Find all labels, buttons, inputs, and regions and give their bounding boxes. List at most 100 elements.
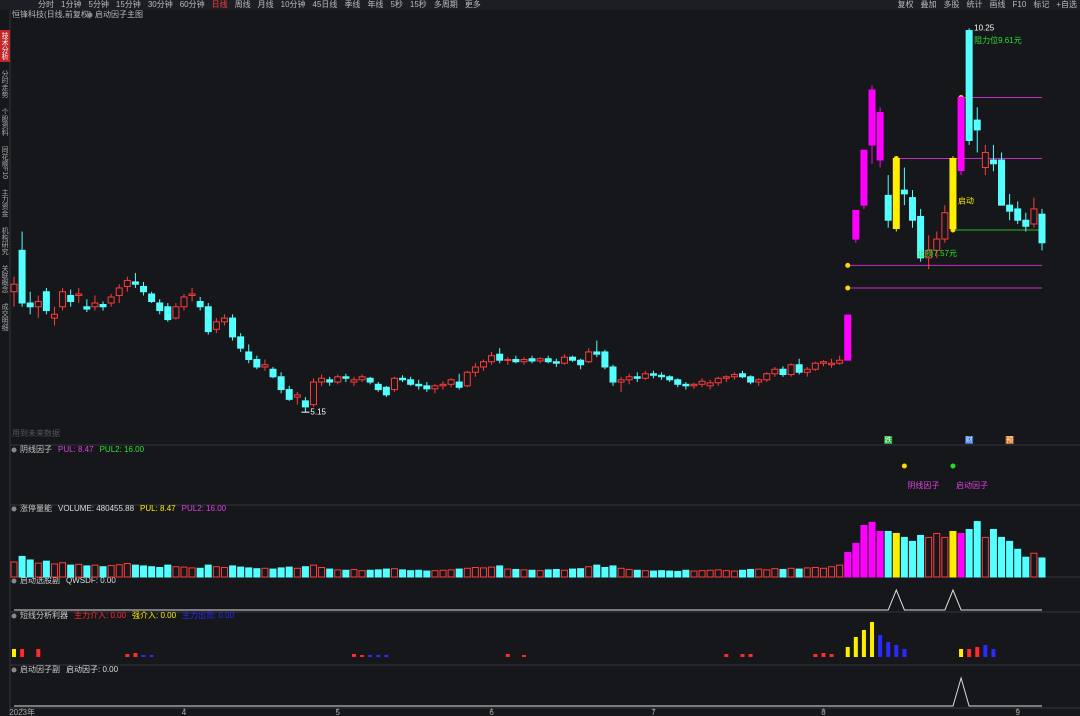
signal-bar bbox=[724, 654, 729, 657]
toolbar-item[interactable]: 1分钟 bbox=[61, 0, 81, 9]
volume-bar bbox=[593, 564, 601, 578]
volume-bar bbox=[164, 564, 172, 578]
panel-title: 涨停量能 bbox=[20, 503, 52, 513]
x-tick-label: 5 bbox=[336, 708, 341, 716]
sidebar-item[interactable]: 成交明细 bbox=[1, 302, 9, 332]
signal-bar bbox=[975, 647, 980, 657]
toolbar-item[interactable]: 分时 bbox=[38, 0, 54, 9]
volume-bar bbox=[989, 529, 997, 578]
toolbar-item[interactable]: 月线 bbox=[258, 0, 274, 9]
sidebar-item[interactable]: 关联概念 bbox=[1, 264, 9, 293]
sidebar-item[interactable]: 分时走势 bbox=[1, 69, 9, 99]
indicator-icon bbox=[87, 12, 93, 18]
volume-bar bbox=[140, 565, 148, 578]
volume-bar bbox=[577, 568, 585, 578]
event-icon-bg[interactable] bbox=[1005, 436, 1014, 444]
volume-bar bbox=[649, 570, 657, 578]
toolbar-item[interactable]: 5分钟 bbox=[88, 0, 108, 9]
candle-body bbox=[674, 379, 682, 385]
volume-bar bbox=[755, 568, 763, 578]
candle-body bbox=[965, 30, 973, 141]
volume-bar bbox=[366, 569, 374, 578]
candle-body bbox=[156, 302, 164, 312]
volume-bar bbox=[301, 566, 309, 578]
toolbar-item[interactable]: 多周期 bbox=[434, 0, 458, 9]
toolbar-right-item[interactable]: 标记 bbox=[1033, 0, 1049, 9]
toolbar-right-item[interactable]: 叠加 bbox=[921, 0, 937, 9]
candle-body bbox=[358, 376, 366, 381]
sidebar-item[interactable]: 机构研究 bbox=[1, 226, 9, 256]
panel-readout: 主力出货: 0.00 bbox=[182, 610, 235, 620]
toolbar-item[interactable]: 60分钟 bbox=[180, 0, 205, 9]
volume-bar bbox=[908, 540, 916, 578]
candle-body bbox=[569, 356, 577, 361]
candle-body bbox=[140, 285, 148, 293]
volume-bar bbox=[399, 569, 407, 578]
volume-bar bbox=[285, 566, 293, 578]
volume-bar bbox=[455, 568, 463, 578]
candle-body bbox=[771, 368, 779, 375]
candle-body bbox=[795, 364, 803, 373]
volume-bar bbox=[965, 529, 973, 578]
volume-bar bbox=[1022, 556, 1030, 578]
toolbar-item[interactable]: 年线 bbox=[367, 0, 383, 9]
toolbar-item[interactable]: 周线 bbox=[235, 0, 251, 9]
candle-body bbox=[828, 362, 836, 366]
volume-bar bbox=[941, 536, 949, 578]
stock-title: 恒锋科技(日线,前复权) bbox=[12, 9, 92, 19]
volume-bar bbox=[674, 570, 682, 578]
volume-bar bbox=[277, 567, 285, 578]
candle-body bbox=[876, 112, 884, 161]
candle-body bbox=[811, 362, 819, 370]
volume-bar bbox=[1006, 540, 1014, 578]
candle-body bbox=[423, 385, 431, 390]
candle-body bbox=[318, 377, 326, 383]
signal-bar bbox=[853, 637, 858, 657]
volume-bar bbox=[747, 568, 755, 578]
volume-bar bbox=[172, 566, 180, 578]
candle-body bbox=[220, 317, 228, 323]
toolbar-item[interactable]: 5秒 bbox=[390, 0, 402, 9]
panel-icon bbox=[11, 613, 17, 619]
candle-body bbox=[455, 381, 463, 388]
signal-bar bbox=[36, 649, 41, 657]
volume-bar bbox=[220, 567, 228, 578]
toolbar-item[interactable]: 10分钟 bbox=[281, 0, 306, 9]
toolbar-right-item[interactable]: F10 bbox=[1013, 0, 1027, 9]
volume-bar bbox=[633, 569, 641, 578]
toolbar-right-item[interactable]: 统计 bbox=[967, 0, 983, 9]
toolbar-right-item[interactable]: +自选 bbox=[1056, 0, 1077, 9]
panel-readout: PUL2: 16.00 bbox=[100, 445, 145, 454]
volume-bar bbox=[658, 570, 666, 578]
signal-dot bbox=[950, 463, 956, 469]
candle-body bbox=[981, 151, 989, 169]
sidebar-item[interactable]: 技术分析 bbox=[1, 31, 9, 61]
event-icon-bg[interactable] bbox=[884, 436, 893, 444]
toolbar-item[interactable]: 更多 bbox=[465, 0, 481, 9]
sidebar-item[interactable]: 同花顺F10 bbox=[1, 146, 9, 179]
toolbar-item[interactable]: 15分钟 bbox=[116, 0, 141, 9]
toolbar-right-item[interactable]: 画线 bbox=[990, 0, 1006, 9]
candle-body bbox=[868, 89, 876, 146]
event-icon[interactable]: 财 bbox=[966, 435, 973, 444]
signal-bar bbox=[894, 645, 899, 657]
candle-body bbox=[293, 394, 301, 398]
toolbar-item[interactable]: 45日线 bbox=[313, 0, 338, 9]
toolbar-right-item[interactable]: 复权 bbox=[898, 0, 914, 9]
toolbar-item[interactable]: 日线 bbox=[212, 0, 228, 9]
toolbar-item[interactable]: 15秒 bbox=[410, 0, 427, 9]
event-icon[interactable]: 预 bbox=[1006, 435, 1013, 444]
toolbar-item[interactable]: 季线 bbox=[344, 0, 360, 9]
sidebar-item[interactable]: 主力资金 bbox=[1, 188, 9, 217]
x-tick-label: 6 bbox=[489, 708, 494, 716]
event-icon[interactable]: 跌 bbox=[885, 435, 892, 444]
event-icon-bg[interactable] bbox=[965, 436, 974, 444]
level-dot bbox=[845, 285, 851, 291]
toolbar-right-item[interactable]: 多股 bbox=[944, 0, 960, 9]
toolbar bbox=[0, 0, 1080, 10]
sidebar-item[interactable]: 个股资料 bbox=[1, 108, 9, 137]
toolbar-item[interactable]: 30分钟 bbox=[148, 0, 173, 9]
volume-bar bbox=[520, 569, 528, 578]
candle-body bbox=[115, 287, 123, 296]
candle-body bbox=[172, 306, 180, 319]
